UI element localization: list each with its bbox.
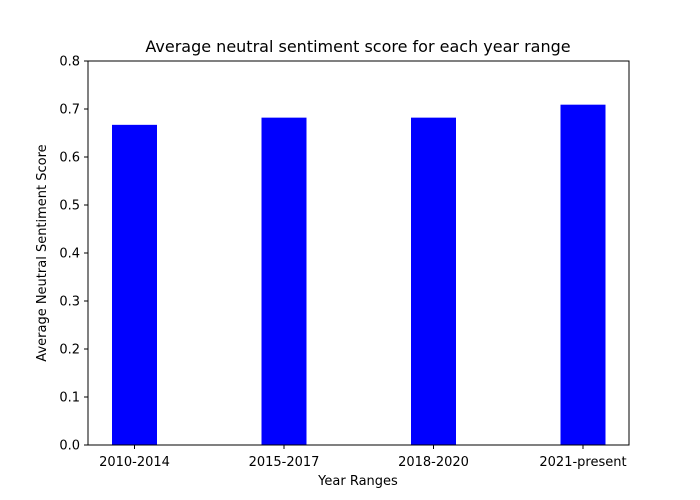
y-axis-ticks: 0.0 0.1 0.2 0.3 0.4 0.5 0.6 0.7 0.8 bbox=[59, 55, 88, 454]
y-tick-label: 0.1 bbox=[59, 391, 80, 406]
plot-frame bbox=[87, 60, 630, 446]
y-tick-label: 0.4 bbox=[59, 247, 80, 262]
y-tick-label: 0.7 bbox=[59, 103, 80, 118]
y-tick-label: 0.3 bbox=[59, 295, 80, 310]
x-axis-label: Year Ranges bbox=[317, 474, 398, 489]
y-tick-label: 0.8 bbox=[59, 55, 80, 70]
x-tick-label: 2015-2017 bbox=[249, 455, 320, 470]
y-tick-label: 0.0 bbox=[59, 439, 80, 454]
y-tick-label: 0.5 bbox=[59, 199, 80, 214]
bar-2021-present bbox=[560, 104, 606, 446]
y-tick-label: 0.2 bbox=[59, 343, 80, 358]
chart-title: Average neutral sentiment score for each… bbox=[145, 37, 570, 56]
bar-2018-2020 bbox=[411, 117, 456, 445]
bars bbox=[112, 104, 606, 446]
x-tick-label: 2018-2020 bbox=[398, 455, 469, 470]
bar-2015-2017 bbox=[261, 117, 307, 445]
x-tick-label: 2021-present bbox=[539, 455, 626, 470]
bar-2010-2014 bbox=[112, 124, 157, 445]
y-axis-label: Average Neutral Sentiment Score bbox=[35, 144, 50, 361]
y-tick-label: 0.6 bbox=[59, 151, 80, 166]
x-axis-ticks: 2010-2014 2015-2017 2018-2020 2021-present bbox=[99, 445, 627, 470]
x-tick-label: 2010-2014 bbox=[99, 455, 170, 470]
